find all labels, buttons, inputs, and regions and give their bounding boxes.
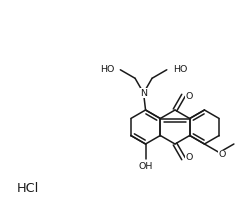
Text: OH: OH	[138, 162, 153, 171]
Text: O: O	[219, 150, 226, 159]
Text: HCl: HCl	[17, 181, 39, 195]
Text: O: O	[186, 92, 193, 101]
Text: N: N	[140, 88, 147, 98]
Text: HO: HO	[100, 65, 114, 74]
Text: O: O	[186, 153, 193, 162]
Text: HO: HO	[173, 65, 187, 74]
